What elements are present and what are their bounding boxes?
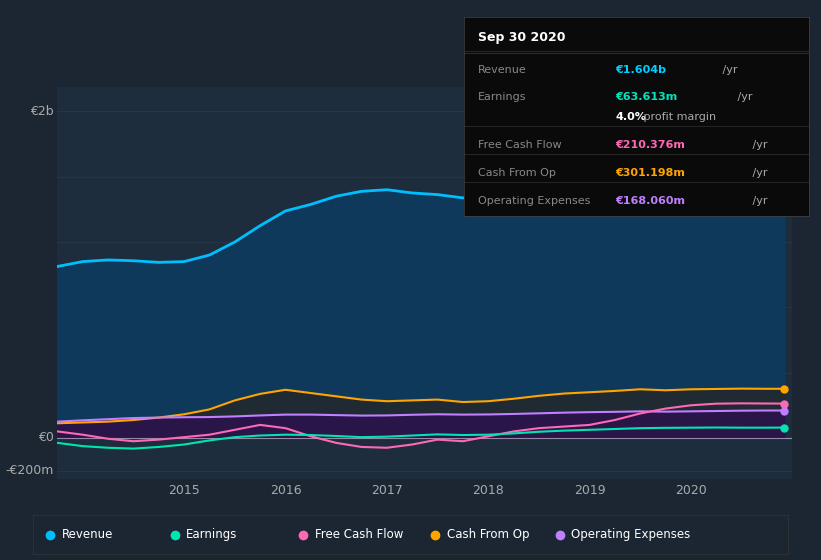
Text: Revenue: Revenue: [62, 528, 113, 542]
Text: €168.060m: €168.060m: [616, 196, 686, 206]
Text: /yr: /yr: [749, 196, 768, 206]
Text: €2b: €2b: [30, 105, 54, 118]
Text: Operating Expenses: Operating Expenses: [478, 196, 590, 206]
Text: €0: €0: [38, 431, 54, 445]
Text: /yr: /yr: [734, 92, 753, 102]
Text: 4.0%: 4.0%: [616, 112, 646, 122]
Text: €1.604b: €1.604b: [616, 64, 667, 74]
Text: €210.376m: €210.376m: [616, 140, 686, 150]
Text: /yr: /yr: [749, 168, 768, 178]
Text: Cash From Op: Cash From Op: [447, 528, 530, 542]
Text: Cash From Op: Cash From Op: [478, 168, 556, 178]
Text: /yr: /yr: [719, 64, 738, 74]
Text: Earnings: Earnings: [186, 528, 237, 542]
Text: /yr: /yr: [749, 140, 768, 150]
Text: Earnings: Earnings: [478, 92, 526, 102]
Text: Operating Expenses: Operating Expenses: [571, 528, 690, 542]
Text: Free Cash Flow: Free Cash Flow: [478, 140, 562, 150]
Text: Sep 30 2020: Sep 30 2020: [478, 31, 565, 44]
Text: -€200m: -€200m: [6, 464, 54, 477]
Text: profit margin: profit margin: [640, 112, 716, 122]
Text: Free Cash Flow: Free Cash Flow: [314, 528, 403, 542]
Text: €301.198m: €301.198m: [616, 168, 686, 178]
Text: €63.613m: €63.613m: [616, 92, 678, 102]
Text: Revenue: Revenue: [478, 64, 526, 74]
